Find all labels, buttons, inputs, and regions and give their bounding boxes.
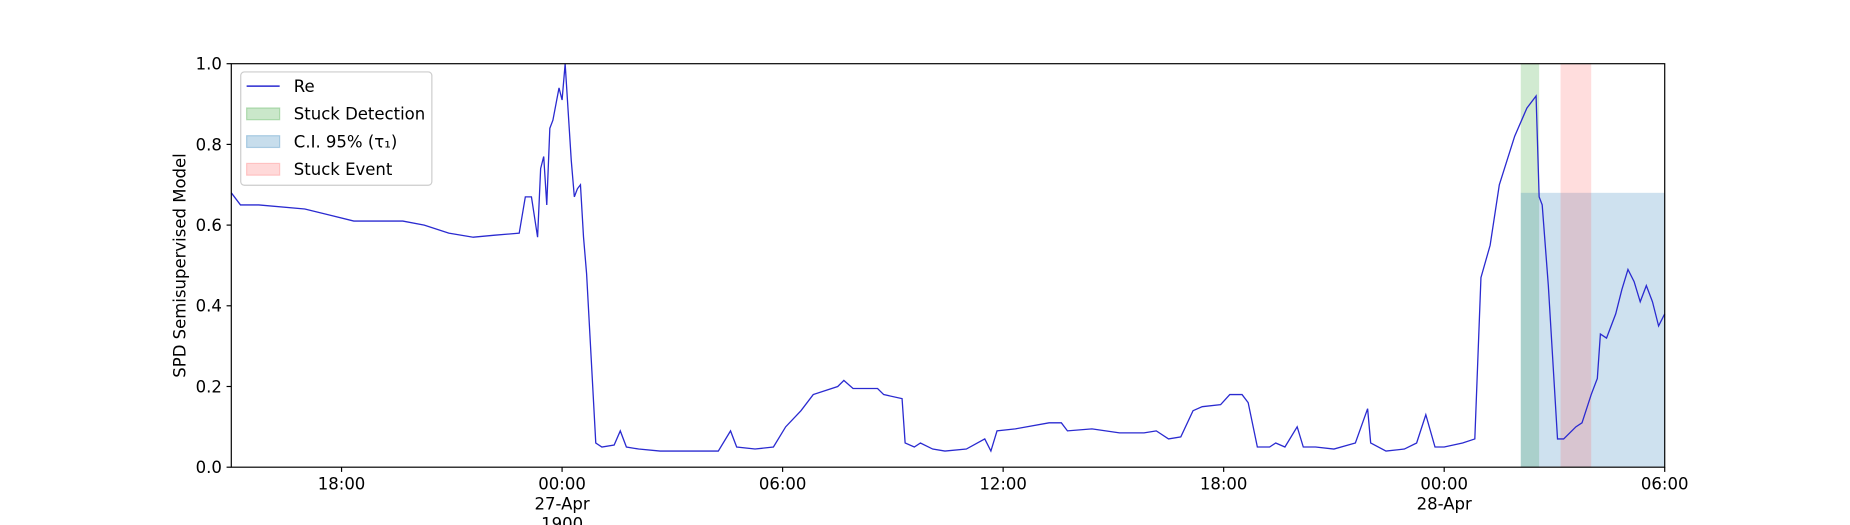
legend-box: [240, 71, 433, 186]
y-tick-label: 0.8: [196, 135, 222, 154]
x-tick-label: 12:00: [979, 475, 1027, 494]
y-tick-label: 1.0: [196, 55, 222, 74]
y-axis-label: SPD Semisupervised Model: [170, 153, 189, 377]
y-tick-label: 0.6: [196, 216, 222, 235]
span: [1520, 63, 1540, 468]
legend-label: Re: [294, 77, 315, 96]
y-tick-label: 0.0: [196, 458, 222, 477]
legend-patch: [246, 107, 281, 121]
x-tick-label: 18:00: [318, 475, 366, 494]
line-series: [230, 63, 1666, 453]
legend-patch: [246, 135, 281, 149]
x-tick-label: 00:00 28-Apr: [1417, 475, 1472, 514]
legend-patch: [246, 162, 281, 176]
span: [1560, 63, 1592, 468]
legend-label: Stuck Event: [294, 160, 393, 179]
plot-frame: [230, 63, 1666, 468]
x-tick-label: 06:00: [1641, 475, 1689, 494]
span: [1520, 192, 1665, 468]
y-tick-label: 0.2: [196, 377, 222, 396]
legend-label: C.I. 95% (τ₁): [294, 132, 397, 151]
y-tick-label: 0.4: [196, 297, 222, 316]
legend-label: Stuck Detection: [294, 105, 425, 124]
x-tick-label: 06:00: [759, 475, 807, 494]
x-tick-label: 18:00: [1200, 475, 1248, 494]
x-tick-label: 00:00 27-Apr 1900: [535, 475, 590, 525]
legend: Re Stuck Detection C.I. 95% (τ₁) Stuck Even…: [240, 71, 433, 186]
